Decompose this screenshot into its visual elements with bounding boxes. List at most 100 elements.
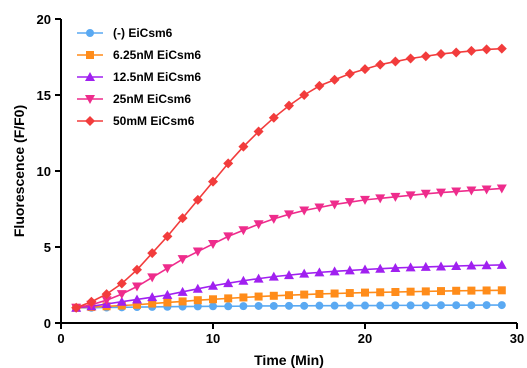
- data-point: [496, 259, 507, 269]
- legend-marker: [85, 72, 95, 81]
- data-point: [101, 289, 112, 300]
- legend-label: 50mM EiCsm6: [113, 114, 195, 128]
- data-point: [300, 290, 309, 299]
- data-point: [436, 188, 446, 198]
- data-point: [390, 262, 401, 272]
- data-point: [269, 301, 278, 310]
- data-point: [223, 232, 234, 242]
- data-point: [452, 301, 461, 310]
- data-point: [421, 301, 430, 310]
- data-point: [481, 260, 492, 270]
- data-point: [193, 296, 202, 305]
- y-axis-title: Fluorescence (F/F0): [11, 105, 27, 237]
- data-point: [420, 189, 431, 199]
- legend-entry: 25nM EiCsm6: [77, 92, 191, 106]
- data-point: [390, 192, 401, 202]
- data-point: [361, 288, 369, 297]
- data-point: [284, 270, 294, 280]
- data-point: [223, 158, 234, 169]
- data-point: [238, 226, 249, 236]
- series-3: [71, 259, 507, 312]
- data-point: [406, 301, 415, 310]
- data-point: [315, 301, 324, 310]
- data-point: [299, 206, 310, 216]
- x-tick-label: 30: [510, 331, 524, 346]
- data-point: [162, 264, 173, 274]
- y-tick-label: 20: [37, 12, 51, 27]
- data-point: [269, 291, 278, 300]
- data-point: [436, 261, 446, 271]
- data-point: [360, 195, 370, 205]
- y-tick-label: 0: [44, 316, 51, 331]
- data-point: [209, 295, 217, 304]
- data-point: [466, 45, 477, 56]
- data-point: [314, 203, 325, 213]
- y-tick-label: 10: [37, 164, 51, 179]
- data-point: [101, 296, 112, 306]
- data-point: [193, 302, 202, 311]
- data-point: [238, 275, 249, 285]
- data-point: [285, 301, 293, 310]
- data-point: [178, 297, 187, 306]
- data-point: [132, 264, 142, 275]
- y-tick-label: 5: [44, 240, 51, 255]
- data-point: [254, 301, 263, 310]
- data-point: [496, 184, 507, 194]
- data-point: [497, 286, 506, 295]
- data-point: [496, 43, 507, 54]
- data-point: [208, 176, 218, 187]
- data-point: [315, 289, 324, 298]
- data-point: [116, 296, 127, 306]
- data-point: [375, 194, 386, 204]
- data-point: [163, 298, 172, 307]
- data-point: [223, 278, 234, 288]
- data-point: [360, 64, 370, 75]
- legend-marker: [86, 51, 94, 59]
- data-point: [482, 286, 491, 295]
- data-point: [421, 287, 430, 296]
- data-point: [345, 289, 354, 298]
- data-point: [285, 291, 293, 300]
- data-point: [376, 288, 385, 297]
- data-point: [329, 74, 340, 85]
- legend-entry: 6.25nM EiCsm6: [77, 48, 201, 62]
- data-point: [497, 301, 506, 310]
- legend-marker: [86, 29, 94, 37]
- series-5: [71, 43, 507, 313]
- data-point: [177, 213, 188, 224]
- data-point: [208, 280, 218, 290]
- data-point: [148, 299, 157, 308]
- data-point: [284, 210, 294, 220]
- data-point: [162, 231, 173, 242]
- data-point: [405, 262, 416, 272]
- data-point: [268, 214, 279, 224]
- data-point: [344, 265, 355, 275]
- data-point: [238, 141, 249, 152]
- data-point: [481, 44, 492, 55]
- data-point: [405, 191, 416, 201]
- data-point: [482, 301, 491, 310]
- data-point: [420, 261, 431, 271]
- legend-entry: 12.5nM EiCsm6: [77, 70, 201, 84]
- legend-entry: 50mM EiCsm6: [77, 114, 195, 128]
- data-point: [253, 220, 264, 230]
- data-point: [192, 283, 203, 293]
- series-layer: [71, 43, 507, 313]
- data-point: [147, 273, 158, 283]
- data-point: [466, 186, 477, 196]
- data-point: [391, 301, 400, 310]
- data-point: [224, 294, 233, 303]
- x-axis-title: Time (Min): [254, 352, 324, 368]
- data-point: [208, 239, 218, 249]
- data-point: [116, 290, 127, 300]
- legend: (-) EiCsm6 6.25nM EiCsm6 12.5nM EiCsm6 25nM…: [77, 26, 201, 128]
- data-point: [192, 247, 203, 257]
- data-point: [268, 271, 279, 281]
- data-point: [300, 301, 309, 310]
- data-point: [254, 292, 263, 301]
- data-point: [177, 255, 188, 265]
- data-point: [177, 286, 188, 296]
- data-point: [162, 289, 173, 299]
- data-point: [330, 289, 339, 298]
